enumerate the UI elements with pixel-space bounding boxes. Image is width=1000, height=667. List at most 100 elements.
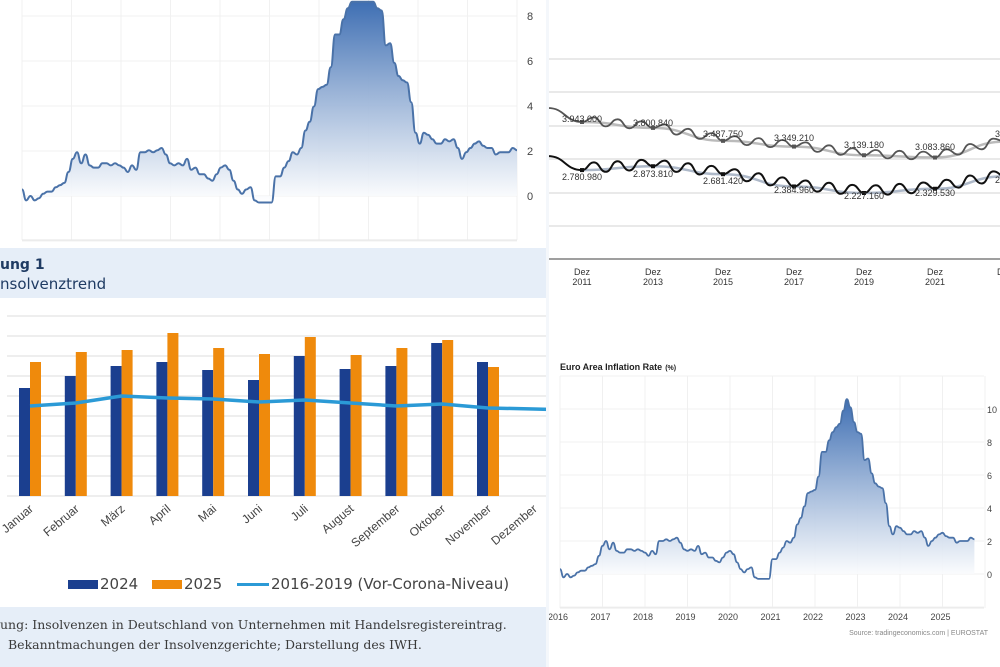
bar-2025 [396, 348, 408, 496]
x-tick-label-year: 2011 [572, 277, 591, 287]
legend-item-2025: 2025 [152, 575, 222, 593]
bar-2024 [64, 376, 76, 496]
x-tick-label-year: 2019 [854, 277, 874, 287]
legend-item-2024: 2024 [68, 575, 138, 593]
bar-2025 [488, 367, 499, 496]
x-category-label: Februar [41, 502, 82, 540]
data-point-marker [933, 155, 937, 160]
bar-2025 [350, 355, 362, 496]
legend-label: 2025 [184, 575, 223, 593]
footnote-description: ung: Insolvenzen in Deutschland von Unte… [0, 617, 507, 632]
x-tick-label: 2022 [803, 612, 823, 622]
data-label-upper: 3.349.210 [774, 133, 814, 143]
bar-2024 [248, 380, 259, 496]
x-tick-label-year: 2013 [643, 277, 663, 287]
data-point-marker [580, 168, 584, 173]
data-label-upper: 3.943.000 [562, 114, 602, 124]
x-tick-label-month: Dez [574, 267, 591, 277]
data-label-lower: 2.873.810 [633, 169, 673, 179]
figure-number: ung 1 [0, 257, 45, 273]
x-tick-label: 2016 [548, 612, 568, 622]
data-label-lower: 2.329.530 [915, 188, 955, 198]
euro-inflation-chart: Euro Area Inflation Rate (%) 10 8 6 4 2 0 2016… [548, 362, 997, 637]
x-tick-label-month: Dez [927, 267, 944, 277]
line-precorona-level [29, 394, 548, 412]
inflation-line [559, 398, 975, 580]
bar-2025 [75, 352, 87, 496]
footnote-source: Bekanntmachungen der Insolvenzgerichte; … [8, 637, 422, 652]
figure-header: ung 1 nsolvenztrend [0, 248, 548, 298]
data-point-marker [862, 190, 866, 195]
data-label-lower: 2.780.980 [562, 172, 602, 182]
y-tick-label: 4 [527, 101, 533, 113]
x-tick-label-month: Dez [856, 267, 873, 277]
bar-2024 [477, 362, 488, 496]
chart-legend: 2024 2025 2016-2019 (Vor-Corona-Niveau) [0, 575, 548, 599]
inflation-crop-chart: 8 6 4 2 0 [21, 0, 533, 242]
x-category-label: November [443, 502, 494, 548]
bar-2024 [431, 343, 443, 496]
data-label-upper: 3.487.750 [703, 129, 743, 139]
x-tick-label-month: Dez [715, 267, 732, 277]
y-tick-label: 8 [527, 11, 533, 23]
data-point-marker [721, 172, 725, 177]
x-tick-label-year: 2015 [713, 277, 733, 287]
bar-2025 [442, 340, 454, 496]
x-tick-label: 2019 [676, 612, 696, 622]
unemployment-line-chart: 3.943.000 3.800.840 3.487.750 3.349.210 3.13… [548, 58, 1000, 287]
bar-2025 [121, 350, 133, 496]
bar-2024 [385, 366, 397, 496]
y-tick-label: 4 [987, 504, 992, 514]
legend-label: 2024 [100, 575, 139, 593]
legend-label: 2016-2019 (Vor-Corona-Niveau) [271, 575, 510, 593]
y-tick-label: 2 [527, 146, 533, 158]
data-point-marker [792, 184, 796, 189]
y-tick-label: 2 [987, 537, 992, 547]
insolvency-panel: ung 1 nsolvenztrend Januar Februar März Apr… [0, 245, 548, 667]
bar-2025 [259, 354, 270, 496]
x-tick-label-year: 2017 [784, 277, 804, 287]
bar-2024 [339, 369, 351, 496]
data-label-lower: 2.227.160 [844, 191, 884, 201]
bar-2025 [167, 333, 179, 496]
data-label-lower: 2.681.420 [703, 176, 743, 186]
legend-swatch-2024 [68, 579, 98, 589]
x-category-label: April [146, 502, 173, 528]
x-tick-label-year: 2021 [925, 277, 945, 287]
legend-line-precorona [237, 582, 269, 586]
inflation-crop-panel: 8 6 4 2 0 [0, 0, 548, 245]
y-tick-label: 0 [527, 191, 533, 203]
inflation-line [21, 0, 518, 204]
x-category-label: Oktober [406, 502, 448, 540]
x-category-label: Mai [195, 502, 219, 525]
x-tick-label: 2018 [633, 612, 653, 622]
x-tick-label-month: Dez [997, 267, 1000, 277]
x-category-label: Juli [288, 502, 311, 524]
data-point-marker [792, 144, 796, 149]
x-category-label: August [319, 501, 357, 536]
data-point-marker [933, 186, 937, 191]
unemployment-line-panel: 3.943.000 3.800.840 3.487.750 3.349.210 3.13… [548, 0, 1000, 300]
legend-item-precorona: 2016-2019 (Vor-Corona-Niveau) [237, 575, 509, 593]
data-label-upper: 3.800.840 [633, 118, 673, 128]
data-point-marker [862, 153, 866, 158]
euro-inflation-panel: Euro Area Inflation Rate (%) 10 8 6 4 2 0 2016… [548, 300, 1000, 667]
bar-2024 [110, 366, 122, 496]
bar-2025 [304, 337, 316, 496]
y-tick-label: 6 [527, 56, 533, 68]
bar-2024 [19, 388, 30, 496]
legend-swatch-2025 [152, 579, 182, 589]
chart-title: Euro Area Inflation Rate (%) [560, 362, 676, 372]
bar-2025 [213, 348, 225, 496]
bar-2024 [202, 370, 214, 496]
data-point-marker [721, 138, 725, 143]
x-category-label: Januar [0, 502, 36, 536]
collage-divider [546, 0, 549, 667]
chart-title-unit: (%) [665, 365, 676, 372]
x-tick-label: 2021 [761, 612, 781, 622]
x-category-label: Dezember [488, 502, 539, 548]
y-tick-label: 8 [987, 438, 992, 448]
data-label-upper: 3.139.180 [844, 140, 884, 150]
y-tick-label: 10 [987, 405, 997, 415]
x-category-label: September [348, 502, 402, 550]
